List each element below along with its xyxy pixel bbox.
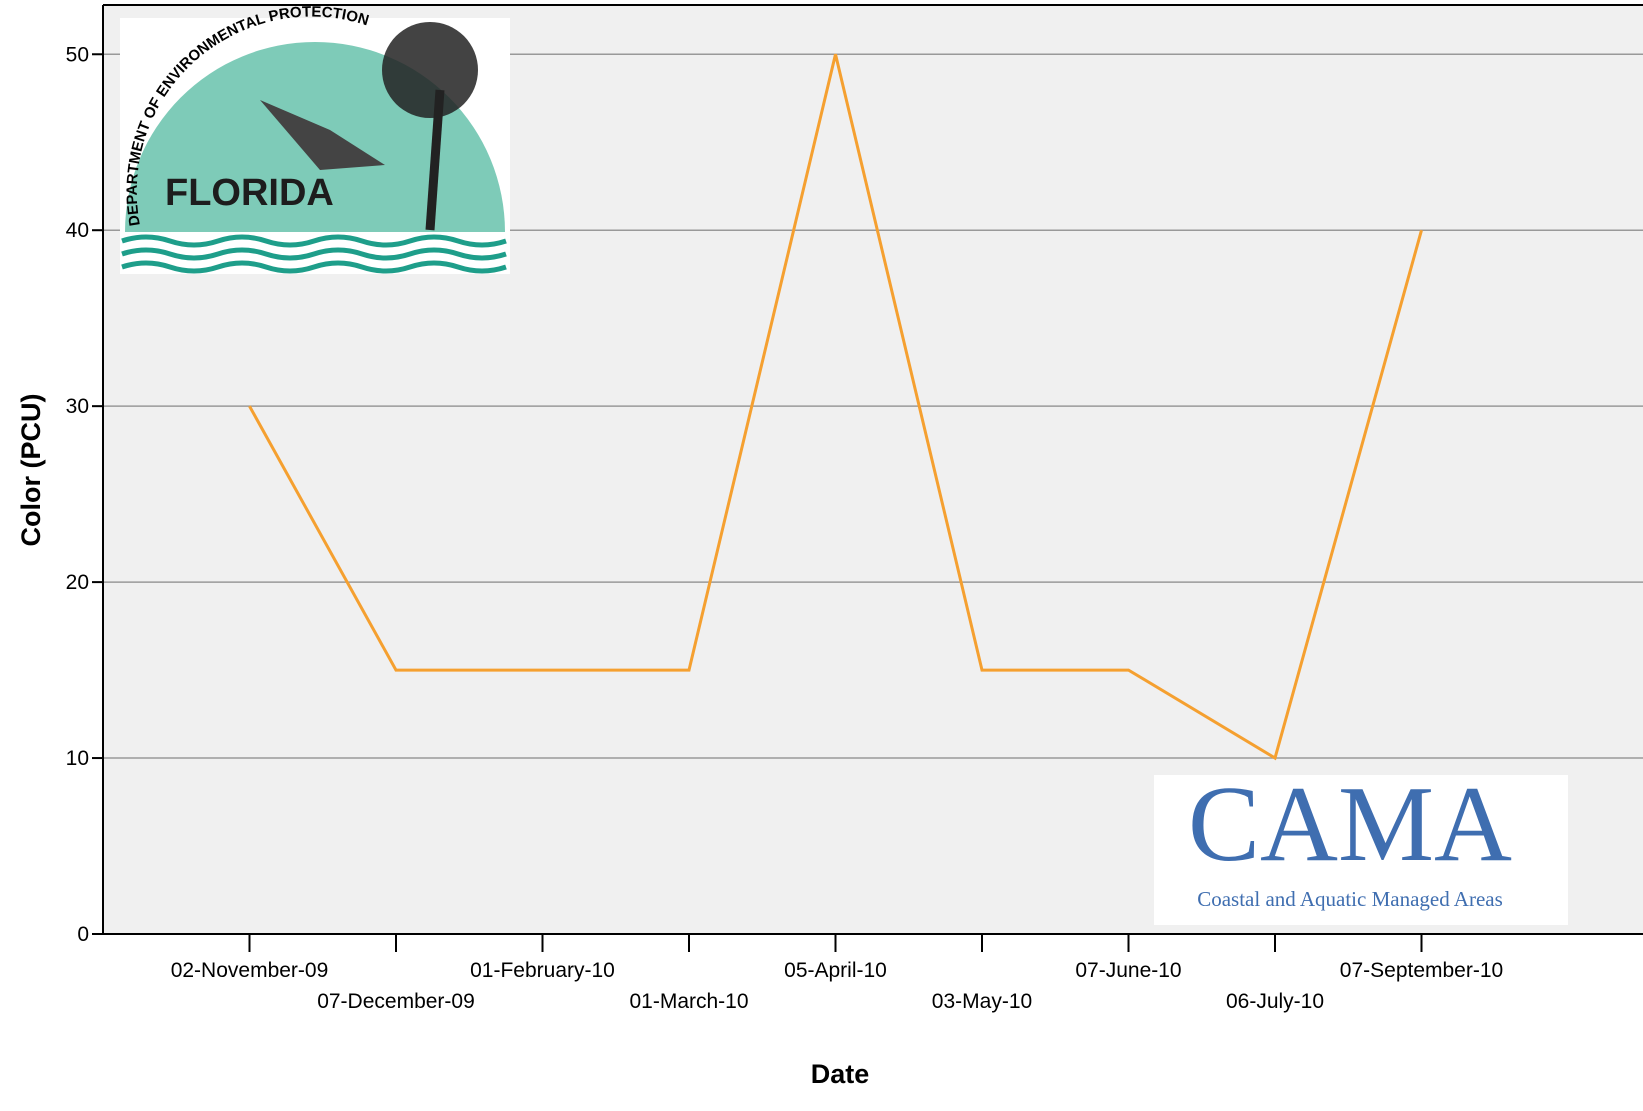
x-tick-label: 01-February-10	[470, 959, 615, 982]
x-tick-label: 01-March-10	[629, 990, 748, 1013]
y-tick-label: 10	[66, 747, 89, 770]
logo-bird	[260, 100, 385, 170]
logo-palm-top	[382, 22, 478, 118]
y-tick-label: 50	[66, 43, 89, 66]
y-tick-label: 20	[66, 571, 89, 594]
y-tick-label: 30	[66, 395, 89, 418]
y-axis-title: Color (PCU)	[16, 394, 46, 547]
x-tick-label: 06-July-10	[1226, 990, 1324, 1013]
x-tick-label: 07-September-10	[1340, 959, 1503, 982]
y-tick-label: 0	[77, 923, 89, 946]
logo-wave	[121, 260, 507, 274]
logo-name: CAMA	[1188, 765, 1512, 884]
logo-wave	[121, 247, 507, 261]
y-tick-label: 40	[66, 219, 89, 242]
cama-logo: CAMA Coastal and Aquatic Managed Areas	[1154, 765, 1568, 925]
fdep-logo: DEPARTMENT OF ENVIRONMENTAL PROTECTION F…	[120, 3, 510, 274]
x-tick-label: 02-November-09	[171, 959, 329, 982]
data	[248, 53, 1423, 761]
x-tick-label: 07-June-10	[1075, 959, 1181, 982]
logo-bg	[1154, 775, 1568, 925]
x-tick-label: 07-December-09	[317, 990, 475, 1013]
logo-wave	[121, 234, 507, 248]
x-tick-label: 05-April-10	[784, 959, 887, 982]
logo-name: FLORIDA	[165, 172, 334, 214]
x-axis-title: Date	[811, 1059, 870, 1089]
logo-subtitle: Coastal and Aquatic Managed Areas	[1197, 887, 1503, 911]
x-tick-label: 03-May-10	[932, 990, 1032, 1013]
line	[248, 53, 1423, 761]
